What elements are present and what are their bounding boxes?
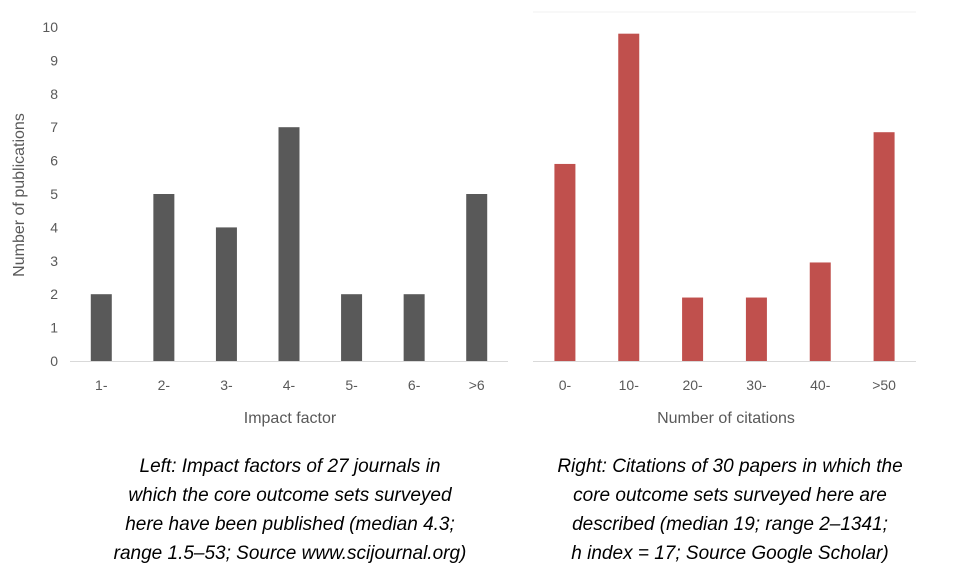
left-x-tick-label: 4- [283,377,296,393]
charts-canvas: Number of publications Impact factor 0 1 2… [11,11,916,427]
impact-factor-chart: Number of publications Impact factor 0 1 2… [11,19,508,427]
right-x-axis-title: Number of citations [657,410,795,427]
left-bar [403,294,425,361]
left-x-tick-label: >6 [469,377,485,393]
left-x-tick-label: 3- [220,377,233,393]
left-y-tick-label: 6 [50,153,58,169]
left-y-axis-title: Number of publications [11,113,28,277]
left-x-tick-label: 6- [408,377,421,393]
left-bar [278,127,300,361]
citations-chart: Number of citations 0- 10- 20- 30- 40- >50 [533,11,916,427]
left-x-tick-label: 1- [95,377,108,393]
right-x-tick-label: 0- [559,377,572,393]
left-y-tick-label: 1 [50,320,58,336]
right-bar [554,163,576,361]
left-bar [341,294,363,361]
right-x-tick-label: 20- [682,377,703,393]
left-caption: Left: Impact factors of 27 journals in w… [113,456,467,564]
left-bar [215,227,237,361]
right-x-tick-label: 40- [810,377,831,393]
left-x-axis-title: Impact factor [244,410,337,427]
left-y-tick-label: 2 [50,286,58,302]
left-y-tick-label: 3 [50,253,58,269]
right-x-tick-label: 30- [746,377,767,393]
left-y-tick-label: 0 [50,353,58,369]
left-y-tick-label: 9 [50,52,58,68]
right-bar [745,297,767,361]
right-bar [809,262,831,361]
left-bar [153,194,175,361]
left-bar [466,194,488,361]
left-y-tick-label: 10 [42,19,58,35]
left-bar [90,294,112,361]
right-caption: Right: Citations of 30 papers in which t… [557,456,903,564]
left-y-tick-label: 4 [50,219,58,235]
left-y-tick-label: 7 [50,119,58,135]
left-y-tick-label: 8 [50,86,58,102]
right-bar [873,132,895,361]
left-y-tick-label: 5 [50,186,58,202]
right-x-tick-label: >50 [872,377,896,393]
left-x-tick-label: 2- [158,377,171,393]
right-x-tick-label: 10- [619,377,640,393]
right-bar [618,33,640,362]
right-bar [682,297,704,361]
left-x-tick-label: 5- [345,377,358,393]
